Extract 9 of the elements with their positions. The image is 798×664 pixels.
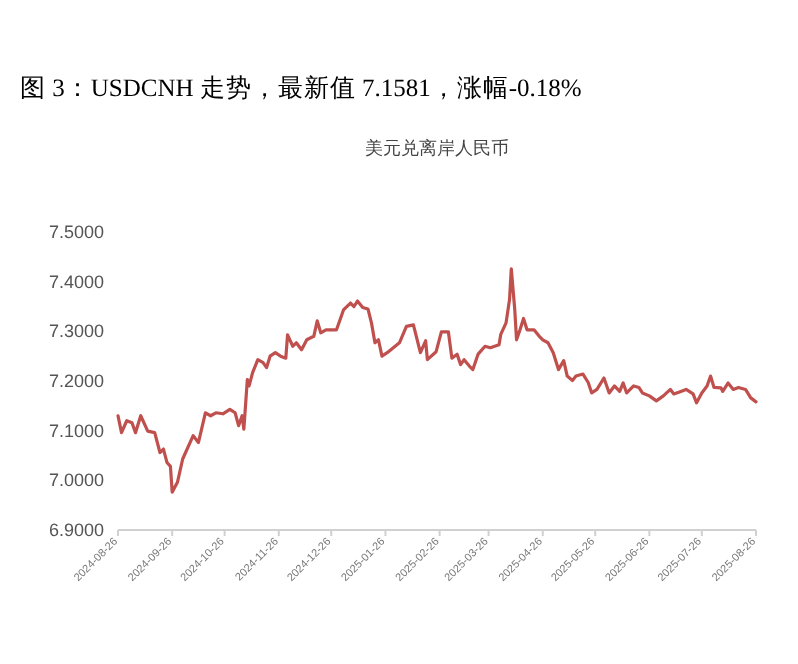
y-tick-label: 7.5000: [48, 222, 104, 242]
y-tick-label: 7.2000: [48, 371, 104, 391]
y-tick-label: 7.0000: [48, 470, 104, 491]
subtitle: 美元兑离岸人民币: [365, 138, 509, 158]
y-tick-label: 7.1000: [48, 420, 104, 441]
y-tick-label: 6.9000: [48, 520, 104, 540]
y-tick-label: 7.3000: [48, 321, 104, 342]
title: 图 3：USDCNH 走势，最新值 7.1581，涨幅-0.18%: [20, 74, 582, 102]
y-tick-label: 7.4000: [48, 271, 104, 292]
